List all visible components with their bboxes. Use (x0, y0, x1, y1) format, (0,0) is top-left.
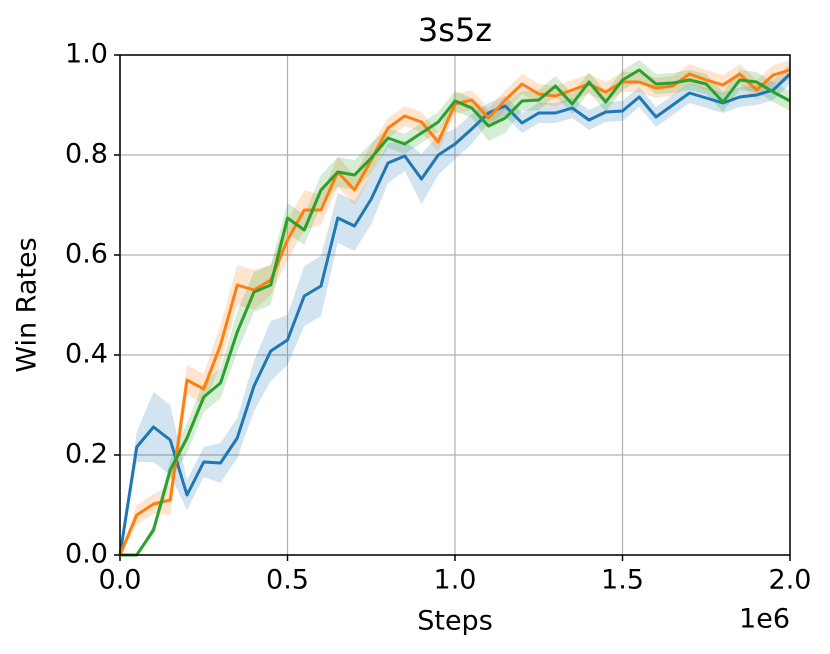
confidence-band (120, 60, 790, 555)
plot-frame (119, 54, 791, 556)
y-tick-label: 0.0 (65, 539, 108, 570)
series-line (118, 72, 792, 556)
y-axis-label: Win Rates (12, 237, 43, 372)
x-tick-label: 0.5 (266, 565, 309, 596)
x-offset-label: 1e6 (739, 604, 790, 635)
x-tick-label: 1.5 (601, 565, 644, 596)
y-tick-label: 0.6 (65, 239, 108, 270)
y-tick-label: 1.0 (65, 39, 108, 70)
y-tick-label: 0.2 (65, 439, 108, 470)
series-line (120, 68, 791, 557)
x-tick-label: 0.0 (99, 565, 142, 596)
x-tick-label: 2.0 (769, 565, 812, 596)
chart-title: 3s5z (418, 11, 492, 49)
confidence-band (120, 64, 790, 555)
confidence-band (120, 60, 790, 555)
y-tick-label: 0.8 (65, 139, 108, 170)
x-tick-label: 1.0 (434, 565, 477, 596)
x-axis-label: Steps (417, 606, 493, 637)
y-tick-label: 0.4 (65, 339, 108, 370)
